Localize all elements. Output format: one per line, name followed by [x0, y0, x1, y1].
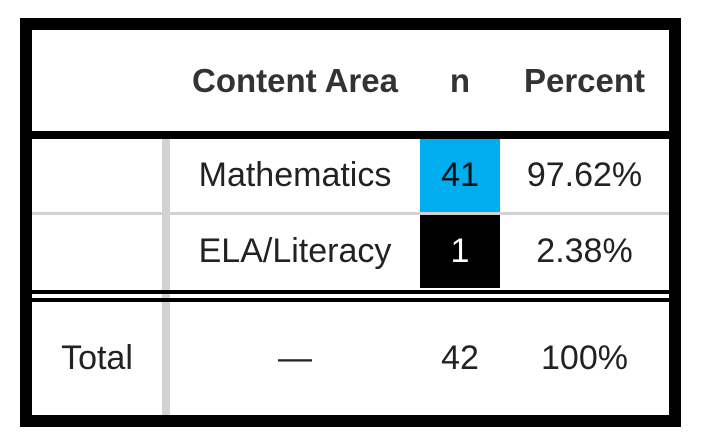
row-mathematics-stub	[32, 139, 162, 212]
row-ela-literacy-n: 1	[420, 215, 500, 288]
stub-divider	[162, 139, 170, 415]
row-mathematics-percent: 97.62%	[526, 156, 643, 194]
header-percent: Percent	[523, 61, 646, 99]
header-rule	[32, 131, 669, 139]
total-rule-bottom	[32, 298, 669, 302]
row-ela-literacy-percent: 2.38%	[536, 232, 633, 270]
row-mathematics-content-area: Mathematics	[198, 156, 392, 194]
row-mathematics-n: 41	[420, 139, 500, 212]
total-rule-top	[32, 290, 669, 294]
row-ela-literacy-content-area: ELA/Literacy	[198, 232, 392, 270]
data-table: Content Area n Percent Mathematics 41 97…	[20, 18, 681, 427]
total-label: Total	[61, 339, 133, 377]
total-content-area: —	[278, 339, 312, 377]
header-content-area: Content Area	[192, 61, 398, 99]
row-divider	[32, 212, 669, 215]
row-ela-literacy-stub	[32, 215, 162, 288]
header-n: n	[449, 61, 471, 99]
header-stub	[32, 30, 162, 131]
total-percent: 100%	[541, 339, 628, 377]
total-n: 42	[441, 339, 479, 377]
